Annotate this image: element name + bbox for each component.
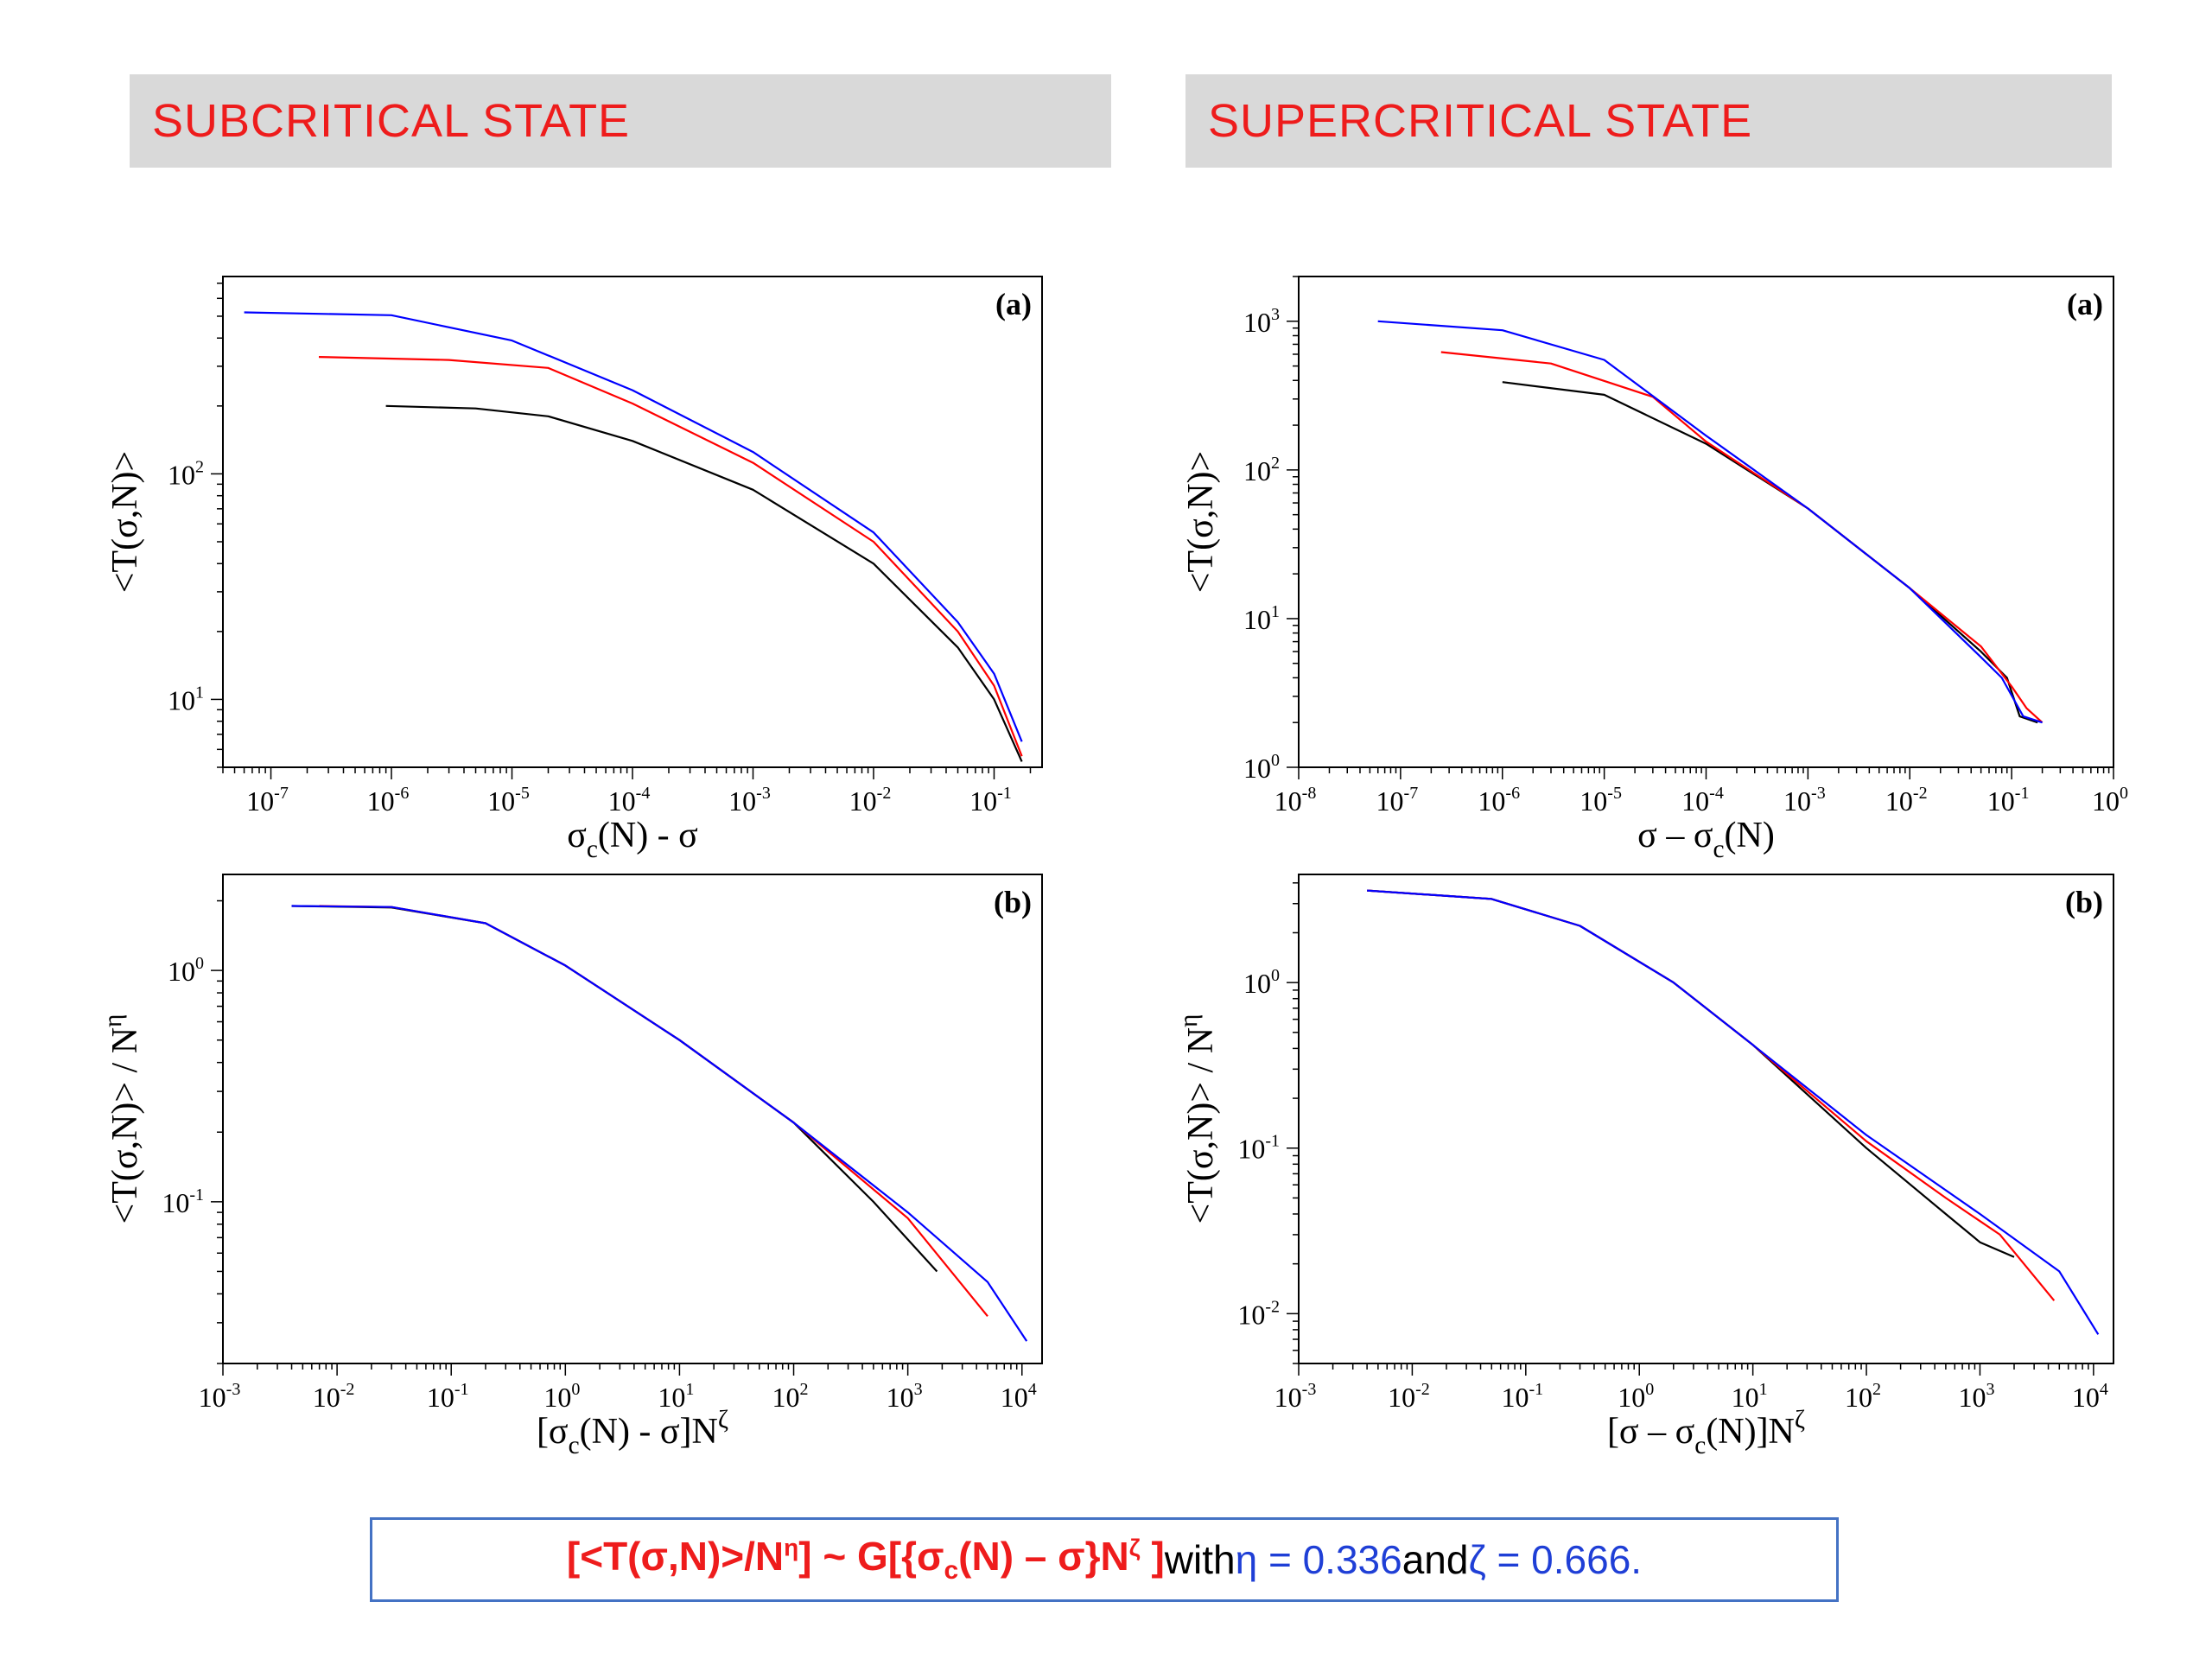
- plot-frame: [222, 276, 1043, 768]
- series-line-2: [319, 905, 988, 1317]
- x-tick-label: 10-8: [1274, 784, 1317, 817]
- y-tick-label: 102: [1243, 454, 1280, 486]
- supercritical-banner: SUPERCRITICAL STATE: [1185, 74, 2112, 168]
- formula-and: and: [1402, 1537, 1469, 1582]
- x-tick-label: 101: [658, 1380, 694, 1413]
- x-tick-label: 100: [1618, 1380, 1654, 1413]
- y-tick-label: 100: [168, 954, 204, 987]
- plot-frame: [1298, 276, 2114, 768]
- x-tick-label: 10-3: [1783, 784, 1826, 817]
- x-tick-label: 10-4: [608, 784, 651, 817]
- series-line-3: [1367, 889, 2100, 1335]
- x-tick-label: 101: [1732, 1380, 1768, 1413]
- y-tick-label: 101: [1243, 602, 1280, 635]
- x-tick-label: 10-7: [1376, 784, 1419, 817]
- panel-label: (b): [2065, 885, 2103, 919]
- formula-scaling-relation: [<T(σ,N)>/Nη] ~ G[{σc(N) – σ}Nζ ]: [566, 1534, 1165, 1586]
- x-tick-label: 10-4: [1681, 784, 1724, 817]
- x-tick-label: 103: [1958, 1380, 1994, 1413]
- scaling-formula-box: [<T(σ,N)>/Nη] ~ G[{σc(N) – σ}Nζ ] with η…: [370, 1517, 1839, 1602]
- panel-label: (a): [2067, 287, 2103, 321]
- y-tick-label: 100: [1243, 751, 1280, 784]
- series-line-2: [1367, 889, 2056, 1301]
- x-tick-label: 103: [887, 1380, 923, 1413]
- supercritical-title: SUPERCRITICAL STATE: [1208, 95, 1753, 147]
- formula-eta-value: η = 0.336: [1235, 1537, 1402, 1582]
- formula-zeta-value: ζ = 0.666.: [1468, 1537, 1643, 1582]
- x-tick-label: 102: [1845, 1380, 1881, 1413]
- y-axis-label: <T(σ,N)>: [1181, 451, 1221, 593]
- x-tick-label: 10-2: [1388, 1380, 1430, 1413]
- x-axis-label: σc(N) - σ: [567, 816, 698, 863]
- x-tick-label: 10-5: [1580, 784, 1622, 817]
- x-tick-label: 10-5: [487, 784, 530, 817]
- x-tick-label: 10-2: [1885, 784, 1928, 817]
- y-tick-label: 10-2: [1237, 1297, 1280, 1330]
- y-tick-label: 101: [168, 683, 204, 715]
- x-axis-label: σ – σc(N): [1637, 816, 1775, 863]
- panel-label: (a): [995, 287, 1032, 321]
- y-tick-label: 100: [1243, 966, 1280, 999]
- series-line-3: [244, 311, 1023, 742]
- series-line-3: [1377, 320, 2043, 724]
- formula-with: with: [1164, 1537, 1236, 1582]
- x-tick-label: 10-1: [427, 1380, 469, 1413]
- series-line-1: [1367, 889, 2015, 1258]
- x-tick-label: 10-1: [1987, 784, 2030, 817]
- panel-label: (b): [994, 885, 1032, 919]
- x-tick-label: 10-1: [969, 784, 1012, 817]
- y-tick-label: 103: [1243, 305, 1280, 338]
- x-tick-label: 10-3: [1274, 1380, 1317, 1413]
- x-axis-label: [σc(N) - σ]Nζ: [537, 1406, 728, 1459]
- series-line-2: [318, 356, 1023, 757]
- x-tick-label: 10-7: [246, 784, 289, 817]
- x-axis-label: [σ – σc(N)]Nζ: [1607, 1406, 1805, 1459]
- series-line-1: [291, 905, 938, 1273]
- series-line-1: [385, 404, 1023, 762]
- y-axis-label: <T(σ,N)>: [105, 451, 145, 593]
- subcritical-title: SUBCRITICAL STATE: [152, 95, 631, 147]
- x-tick-label: 10-3: [199, 1380, 241, 1413]
- chart-panel-1: 10-7 10-6 10-5 10-4 10-3 10-2 10-1 101 102 (a) σc(…: [105, 276, 1043, 863]
- x-tick-label: 102: [772, 1380, 809, 1413]
- series-line-2: [1440, 351, 2044, 724]
- x-tick-label: 10-6: [367, 784, 410, 817]
- subcritical-banner: SUBCRITICAL STATE: [130, 74, 1111, 168]
- series-line-3: [291, 905, 1028, 1342]
- chart-panel-3: 10-8 10-7 10-6 10-5 10-4 10-3 10-2 10-1 100 100 10…: [1181, 276, 2128, 863]
- x-tick-label: 100: [543, 1380, 580, 1413]
- x-tick-label: 104: [1001, 1380, 1037, 1413]
- x-tick-label: 10-1: [1501, 1380, 1543, 1413]
- x-tick-label: 10-6: [1478, 784, 1520, 817]
- y-tick-label: 10-1: [1237, 1132, 1280, 1165]
- plot-frame: [222, 874, 1043, 1364]
- plot-frame: [1298, 874, 2114, 1364]
- y-axis-label: <T(σ,N)> / Nη: [99, 1014, 145, 1224]
- chart-panel-2: 10-3 10-2 10-1 100 101 102 103 104 10-1 100 (b) [σc…: [99, 874, 1043, 1459]
- series-line-1: [1502, 381, 2038, 724]
- x-tick-label: 104: [2072, 1380, 2108, 1413]
- x-tick-label: 10-2: [849, 784, 892, 817]
- y-tick-label: 10-1: [162, 1185, 204, 1218]
- y-axis-label: <T(σ,N)> / Nη: [1175, 1014, 1221, 1224]
- chart-panel-4: 10-3 10-2 10-1 100 101 102 103 104 10-2 10-1 100 (b…: [1175, 874, 2114, 1459]
- y-tick-label: 102: [168, 457, 204, 490]
- x-tick-label: 10-3: [728, 784, 771, 817]
- x-tick-label: 10-2: [313, 1380, 355, 1413]
- x-tick-label: 100: [2092, 784, 2128, 817]
